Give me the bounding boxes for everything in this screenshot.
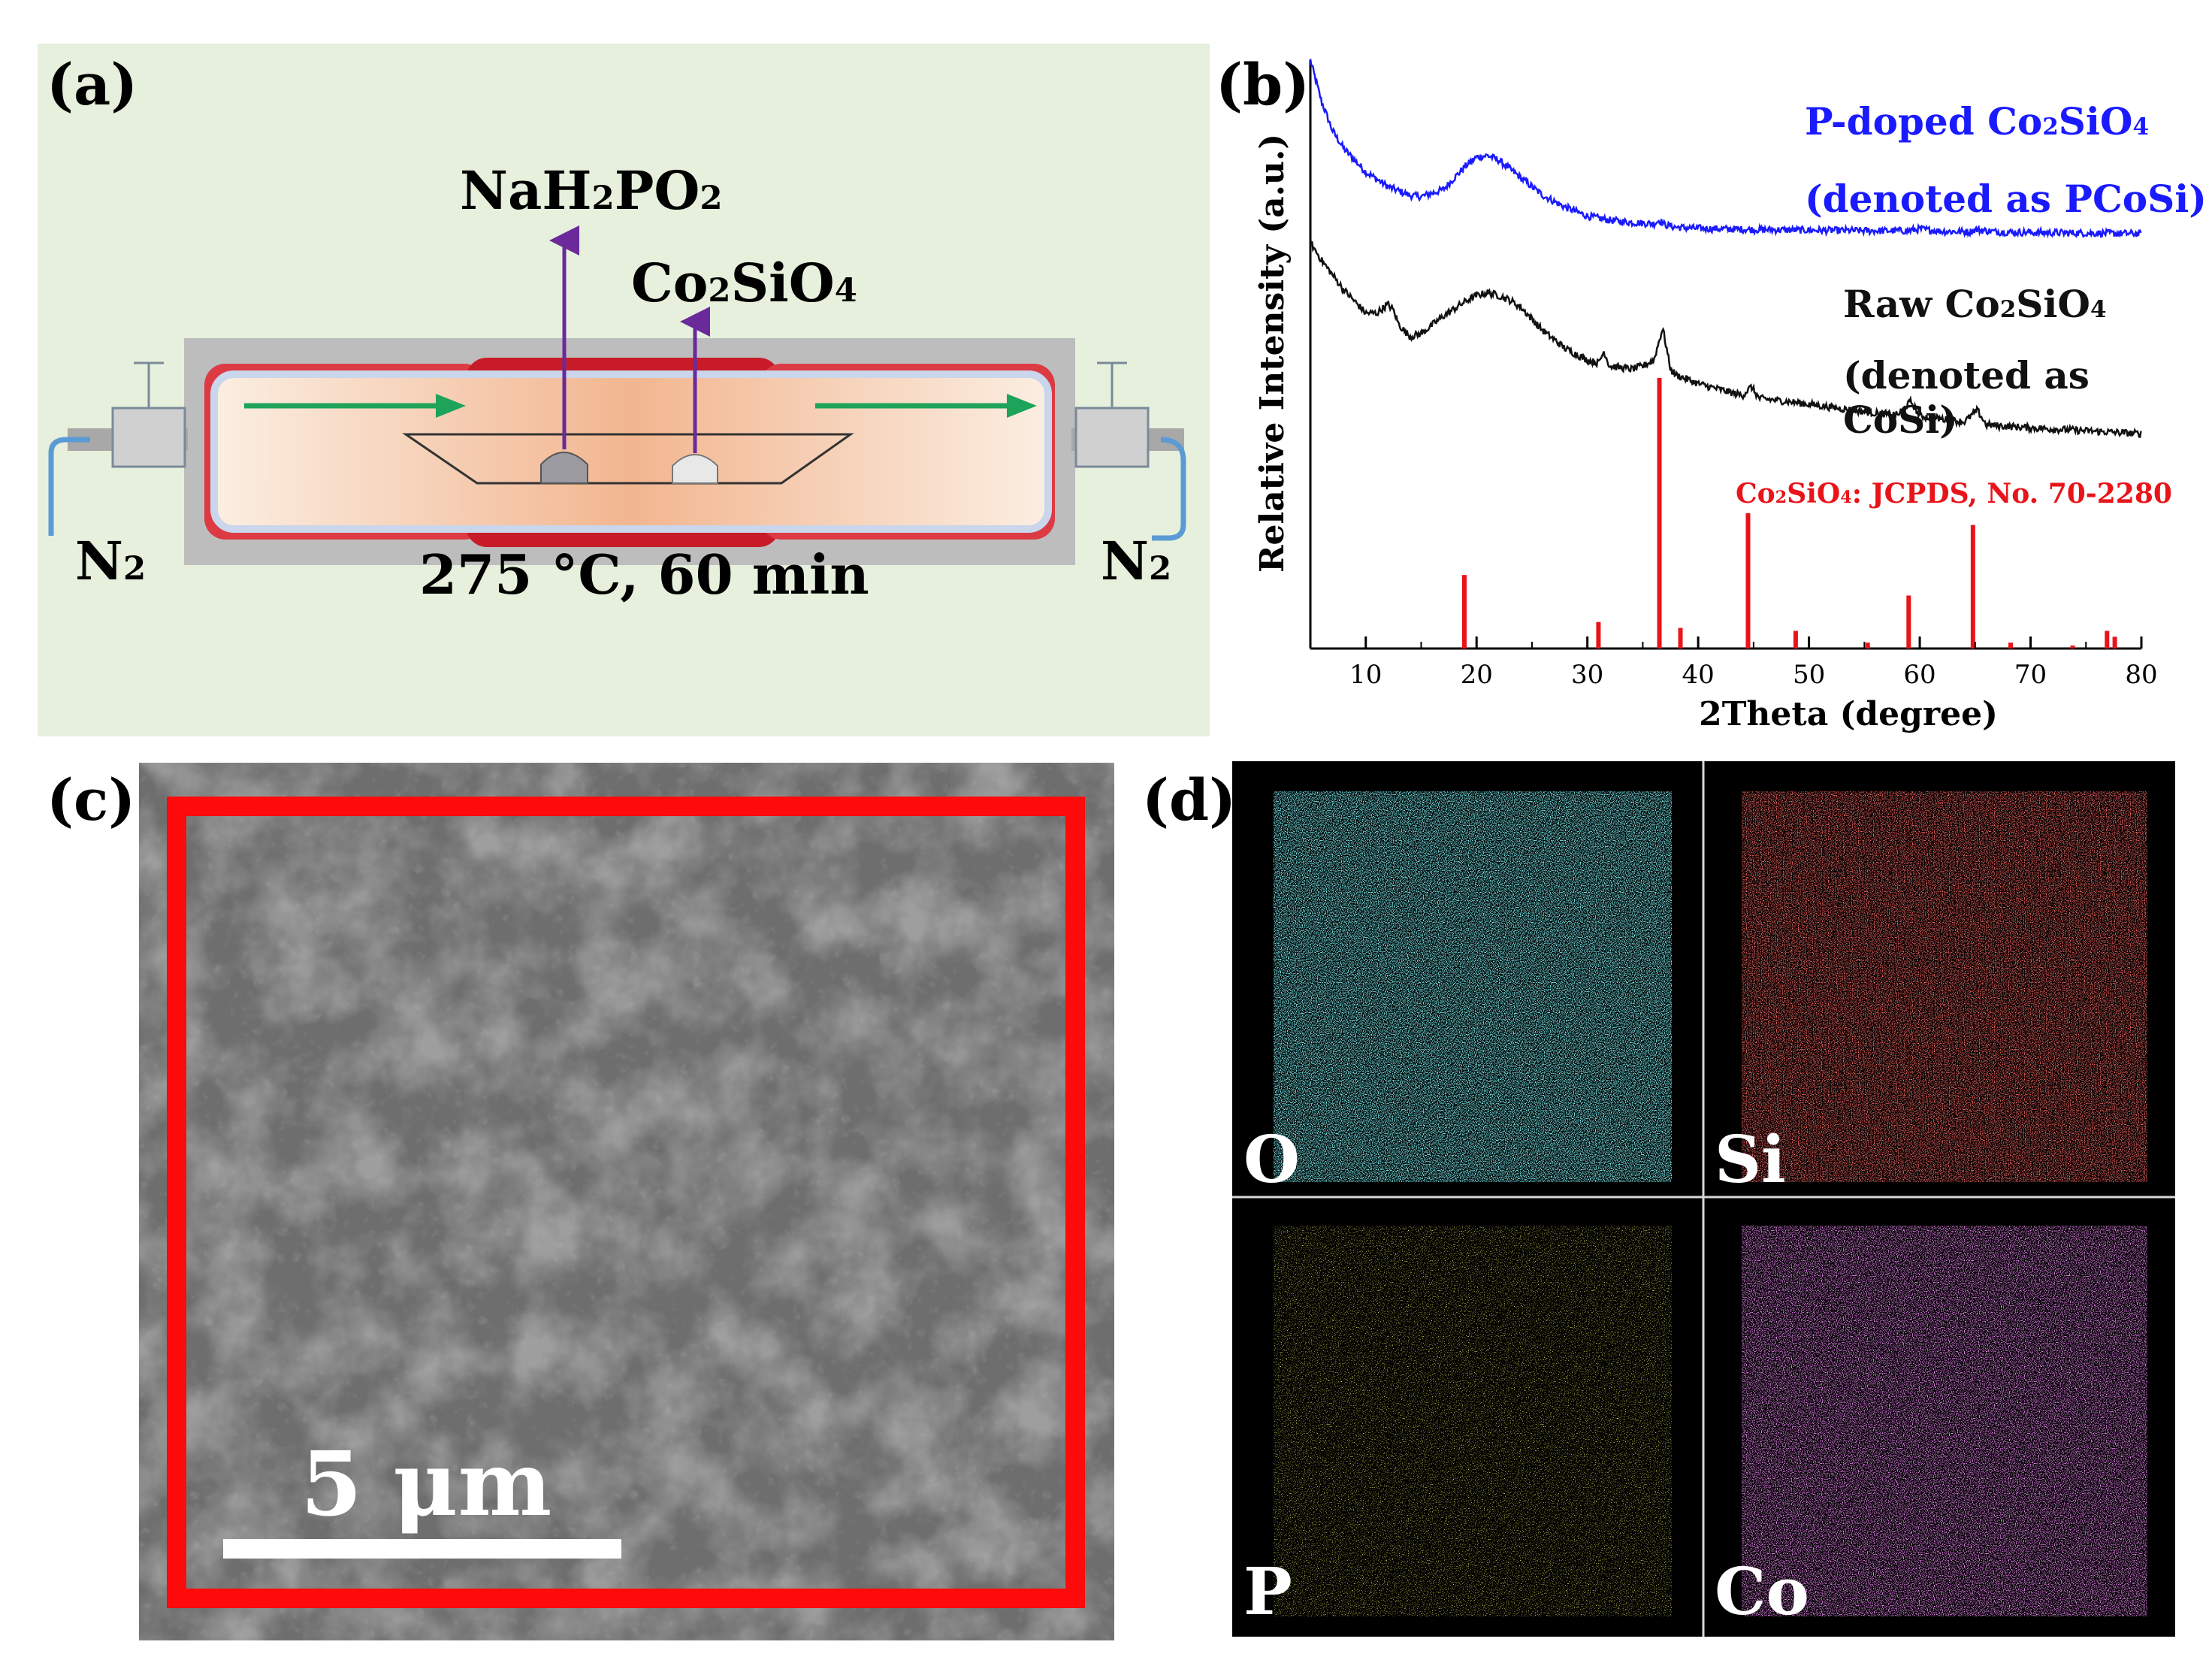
eds-maps xyxy=(1232,761,2175,1637)
nah2po2-sub2: 2 xyxy=(700,179,723,217)
left-valve xyxy=(111,407,186,468)
legend-pcosi-line2: (denoted as PCoSi) xyxy=(1805,177,2207,221)
reference-sub1: 2 xyxy=(1775,488,1787,507)
gas-out-label: N2 xyxy=(1101,530,1171,592)
co2sio4-powder xyxy=(672,454,718,484)
reference-sub2: 4 xyxy=(1840,488,1852,507)
outlet-arrow xyxy=(1152,437,1186,541)
flow-arrow-left-head xyxy=(436,394,466,418)
map-label-p: P xyxy=(1243,1554,1292,1630)
sem-texture-fine xyxy=(139,763,1114,1640)
legend-cosi-sub1: 2 xyxy=(1999,296,2017,323)
nah2po2-mid: PO xyxy=(614,159,700,222)
panel-b-label: (b) xyxy=(1216,51,1310,118)
legend-cosi-sub2: 4 xyxy=(2090,296,2107,323)
x-tick-label: 80 xyxy=(2125,660,2157,690)
legend-cosi-pre: Raw Co xyxy=(1843,282,2000,326)
nah2po2-powder xyxy=(540,452,588,484)
map-label-co: Co xyxy=(1715,1554,1809,1630)
eds-map-co xyxy=(1742,1226,2147,1616)
series-pcosi xyxy=(1309,59,2142,239)
right-valve xyxy=(1074,407,1150,468)
x-axis-label: 2Theta (degree) xyxy=(1699,695,1998,733)
legend-pcosi-pre: P-doped Co xyxy=(1805,99,2043,144)
x-tick-label: 10 xyxy=(1349,660,1382,690)
co2sio4-sub2: 4 xyxy=(834,271,857,310)
reference-post: : JCPDS, No. 70-2280 xyxy=(1851,478,2172,509)
legend-cosi-mid: SiO xyxy=(2016,282,2090,326)
x-tick-label: 40 xyxy=(1682,660,1715,690)
eds-map-o xyxy=(1274,791,1672,1182)
x-tick-label: 20 xyxy=(1461,660,1493,690)
scale-bar xyxy=(223,1539,621,1559)
gas-out-main: N xyxy=(1101,530,1149,592)
reference-label: Co2SiO4: JCPDS, No. 70-2280 xyxy=(1736,478,2172,509)
xrd-chart: 10 20 30 40 50 60 70 80 2Theta (degree) Relativ… xyxy=(1253,59,2158,733)
gas-in-main: N xyxy=(75,530,123,592)
selection-box xyxy=(167,797,1085,1608)
gas-in-label: N2 xyxy=(75,530,146,592)
sample-boat xyxy=(402,433,854,485)
furnace-diagram xyxy=(48,225,1186,565)
nah2po2-sub1: 2 xyxy=(591,179,615,217)
legend-pcosi-mid: SiO xyxy=(2058,99,2133,144)
co2sio4-mid: SiO xyxy=(730,252,835,314)
legend-cosi-line1: Raw Co2SiO4 xyxy=(1843,282,2107,326)
y-axis-label: Relative Intensity (a.u.) xyxy=(1253,134,1292,573)
eds-map-p xyxy=(1274,1226,1672,1616)
panel-c-label: (c) xyxy=(47,766,136,833)
gas-in-sub: 2 xyxy=(122,549,147,588)
series-cosi xyxy=(1309,240,2142,439)
flow-arrow-right-head xyxy=(1007,394,1037,418)
gas-out-sub: 2 xyxy=(1148,549,1172,588)
legend-cosi-line2: (denoted as CoSi) xyxy=(1843,353,2090,442)
map-label-o: O xyxy=(1243,1122,1300,1198)
legend-pcosi-sub2: 4 xyxy=(2132,113,2150,141)
scale-bar-label: 5 μm xyxy=(301,1432,552,1536)
legend-pcosi-sub1: 2 xyxy=(2042,113,2059,141)
quartz-tube xyxy=(210,370,1052,533)
reference-pre: Co xyxy=(1736,478,1775,509)
panel-a-label: (a) xyxy=(47,51,138,118)
legend-pcosi-line1: P-doped Co2SiO4 xyxy=(1805,99,2149,144)
reference-mid: SiO xyxy=(1787,478,1841,509)
x-tick-label: 70 xyxy=(2014,660,2047,690)
sem-image xyxy=(139,763,1114,1640)
panel-d-label: (d) xyxy=(1142,766,1237,833)
co2sio4-main: Co xyxy=(631,252,709,314)
inlet-arrow xyxy=(48,437,90,536)
co2sio4-label: Co2SiO4 xyxy=(631,252,857,314)
x-tick-label: 30 xyxy=(1571,660,1603,690)
map-label-si: Si xyxy=(1715,1122,1786,1198)
x-tick-label: 60 xyxy=(1903,660,1936,690)
co2sio4-sub1: 2 xyxy=(708,271,731,310)
nah2po2-main: NaH xyxy=(460,159,592,222)
x-tick-label: 50 xyxy=(1793,660,1825,690)
eds-map-si xyxy=(1742,791,2147,1182)
conditions-label: 275 °C, 60 min xyxy=(419,543,869,606)
nah2po2-label: NaH2PO2 xyxy=(460,159,723,222)
